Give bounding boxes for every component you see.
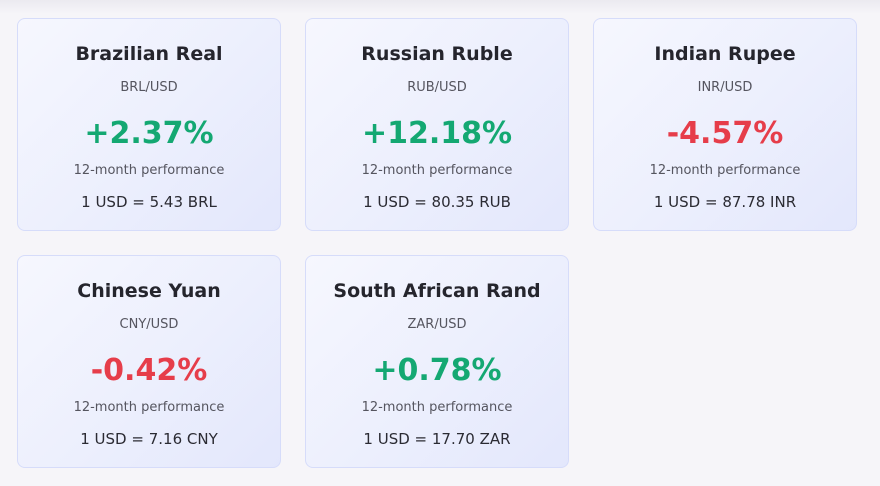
performance-change: +12.18% (361, 116, 513, 151)
currency-pair: CNY/USD (119, 317, 179, 332)
currency-name: Chinese Yuan (77, 280, 221, 302)
currency-name: Indian Rupee (654, 43, 796, 65)
currency-card-zar: South African Rand ZAR/USD +0.78% 12-mon… (305, 255, 569, 468)
performance-change: -4.57% (666, 116, 784, 151)
exchange-rate: 1 USD = 17.70 ZAR (363, 430, 511, 448)
performance-change: +0.78% (372, 353, 502, 388)
currency-card-brl: Brazilian Real BRL/USD +2.37% 12-month p… (17, 18, 281, 231)
performance-change: -0.42% (90, 353, 208, 388)
exchange-rate: 1 USD = 87.78 INR (653, 193, 797, 211)
performance-period: 12-month performance (361, 163, 513, 178)
performance-period: 12-month performance (649, 163, 801, 178)
performance-period: 12-month performance (361, 400, 513, 415)
currency-card-rub: Russian Ruble RUB/USD +12.18% 12-month p… (305, 18, 569, 231)
exchange-rate: 1 USD = 7.16 CNY (80, 430, 218, 448)
currency-pair: RUB/USD (407, 80, 467, 95)
currency-pair: BRL/USD (120, 80, 178, 95)
top-shadow (0, 0, 880, 14)
currency-card-cny: Chinese Yuan CNY/USD -0.42% 12-month per… (17, 255, 281, 468)
performance-period: 12-month performance (73, 400, 225, 415)
currency-name: Russian Ruble (361, 43, 513, 65)
performance-period: 12-month performance (73, 163, 225, 178)
currency-name: South African Rand (333, 280, 541, 302)
performance-change: +2.37% (84, 116, 214, 151)
currency-card-inr: Indian Rupee INR/USD -4.57% 12-month per… (593, 18, 857, 231)
exchange-rate: 1 USD = 80.35 RUB (363, 193, 511, 211)
exchange-rate: 1 USD = 5.43 BRL (81, 193, 217, 211)
currency-name: Brazilian Real (75, 43, 223, 65)
currency-pair: ZAR/USD (407, 317, 467, 332)
currency-pair: INR/USD (697, 80, 753, 95)
